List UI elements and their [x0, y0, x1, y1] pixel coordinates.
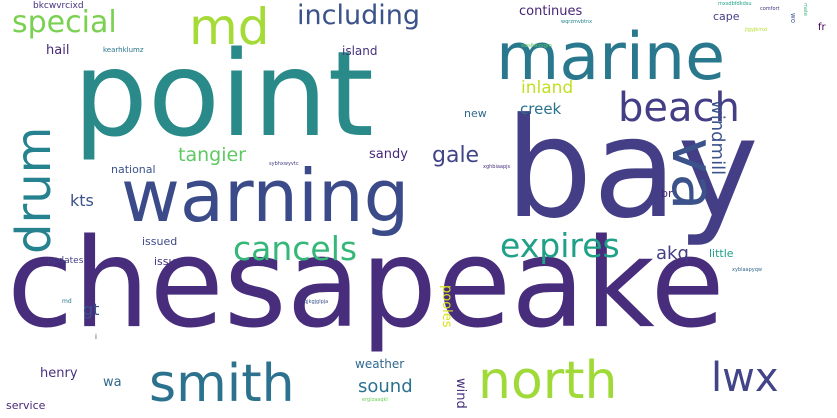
word-issues: issues: [154, 255, 188, 268]
word-chesapeake: chesapeake: [7, 213, 725, 356]
word-lwx: lwx: [711, 355, 779, 401]
word-sybhxwyvtc: sybhxwyvtc: [269, 161, 299, 167]
word-i: i: [95, 333, 97, 341]
word-cancels: cancels: [233, 229, 358, 268]
word-wqrzmvbtnx: wqrzmvbtnx: [561, 19, 593, 25]
word-wo: wo: [789, 13, 797, 24]
word-wind: wind: [453, 378, 468, 409]
word-expires: expires: [500, 226, 620, 265]
word-kearhklumz: kearhklumz: [103, 46, 144, 54]
word-little: little: [709, 247, 734, 260]
word-akq: akq: [656, 243, 689, 264]
word-north: north: [478, 351, 618, 411]
word-md-large: md: [189, 0, 270, 56]
word-issued: issued: [142, 235, 178, 248]
word-updates: updates: [47, 256, 84, 266]
word-hail: hail: [46, 43, 70, 58]
word-drum: drum: [6, 126, 62, 254]
word-sound: sound: [358, 376, 413, 397]
word-inland: inland: [521, 78, 574, 98]
word-mxsdbfdkdsu: mxsdbfdkdsu: [718, 1, 752, 7]
word-gale: gale: [432, 143, 480, 168]
word-point: point: [73, 25, 374, 163]
word-new: new: [464, 107, 487, 120]
word-tangier: tangier: [178, 144, 246, 166]
word-windmill: windmill: [707, 100, 728, 176]
word-comfort: comfort: [760, 6, 780, 12]
word-gt: gt: [83, 300, 100, 319]
word-xghbiaapjs: xghbiaapjs: [483, 164, 511, 170]
word-kts: kts: [70, 191, 94, 210]
word-bay: bay: [505, 88, 759, 249]
word-weather: weather: [355, 357, 405, 371]
word-qjkgjglpja: qjkgjglpja: [304, 299, 329, 305]
word-al: al: [235, 267, 242, 275]
word-md-small: md: [62, 298, 72, 305]
word-marine: marine: [496, 20, 726, 95]
word-jlgyjkmxl: jlgyjkmxl: [745, 27, 768, 33]
word-warning: warning: [121, 154, 410, 238]
word-smith: smith: [149, 354, 295, 414]
word-creek: creek: [520, 100, 562, 118]
word-xyblaapyqw: xyblaapyqw: [732, 267, 763, 273]
word-beach: beach: [618, 85, 740, 131]
word-fr: fr: [818, 22, 826, 33]
word-including: including: [297, 0, 420, 31]
word-br: br: [661, 187, 673, 200]
word-special: special: [12, 5, 117, 40]
word-continues: continues: [519, 4, 583, 19]
word-cape: cape: [713, 10, 740, 23]
word-erglzaaqkl: erglzaaqkl: [362, 397, 388, 403]
word-henry: henry: [40, 366, 78, 381]
word-island: island: [342, 44, 378, 58]
word-sandy: sandy: [369, 147, 408, 162]
word-service: service: [6, 399, 46, 412]
word-pooles: pooles: [439, 285, 454, 328]
word-national: national: [111, 163, 156, 176]
word-mate: mate: [802, 3, 808, 16]
word-wa: wa: [103, 375, 122, 390]
word-owslhkzxgm: owslhkzxgm: [521, 43, 552, 49]
word-bkcwvrcixd: bkcwvrcixd: [33, 1, 84, 11]
